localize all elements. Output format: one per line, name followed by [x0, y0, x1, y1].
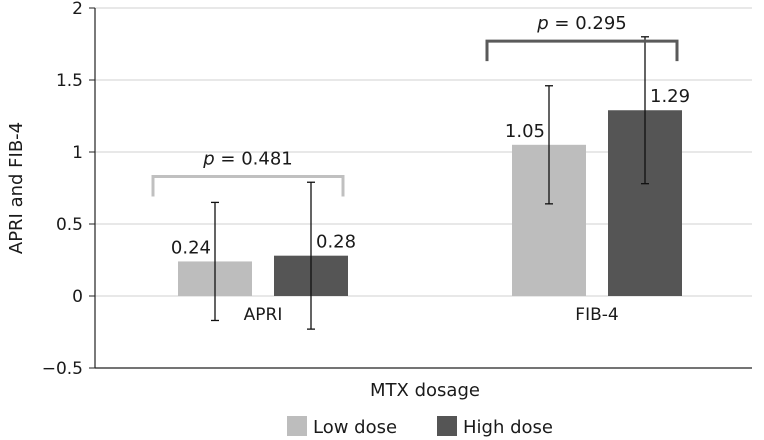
- category-labels: APRI FIB-4: [244, 305, 619, 325]
- y-tick-label: 0.5: [56, 215, 83, 235]
- p-symbol: p: [202, 148, 214, 169]
- y-axis-title: APRI and FIB-4: [6, 122, 27, 254]
- data-label: 0.24: [171, 237, 211, 258]
- p-value: = 0.481: [215, 148, 293, 169]
- significance-bracket: [151, 174, 345, 197]
- data-label: 1.29: [650, 86, 690, 107]
- y-axis-ticks: 2 1.5 1 0.5 0 −0.5: [42, 0, 95, 379]
- p-value: = 0.295: [549, 13, 627, 34]
- legend: Low dose High dose: [287, 416, 553, 438]
- data-labels: 0.24 1.05 0.28 1.29: [171, 86, 690, 258]
- significance-bracket: [485, 39, 679, 62]
- y-tick-label: 2: [72, 0, 83, 19]
- data-label: 1.05: [505, 121, 545, 142]
- y-tick-label: −0.5: [42, 359, 83, 379]
- legend-swatch: [437, 416, 457, 436]
- y-tick-label: 0: [72, 287, 83, 307]
- bars: [178, 110, 682, 297]
- legend-label: High dose: [463, 417, 553, 438]
- category-label: FIB-4: [575, 305, 618, 325]
- p-value-label: p = 0.481: [202, 148, 293, 169]
- legend-label: Low dose: [313, 417, 397, 438]
- y-tick-label: 1.5: [56, 71, 83, 91]
- error-bars: [211, 36, 649, 330]
- category-label: APRI: [244, 305, 283, 325]
- p-symbol: p: [536, 13, 548, 34]
- p-value-label: p = 0.295: [536, 13, 627, 34]
- y-tick-label: 1: [72, 143, 83, 163]
- data-label: 0.28: [316, 232, 356, 253]
- legend-swatch: [287, 416, 307, 436]
- x-axis-title: MTX dosage: [370, 380, 480, 401]
